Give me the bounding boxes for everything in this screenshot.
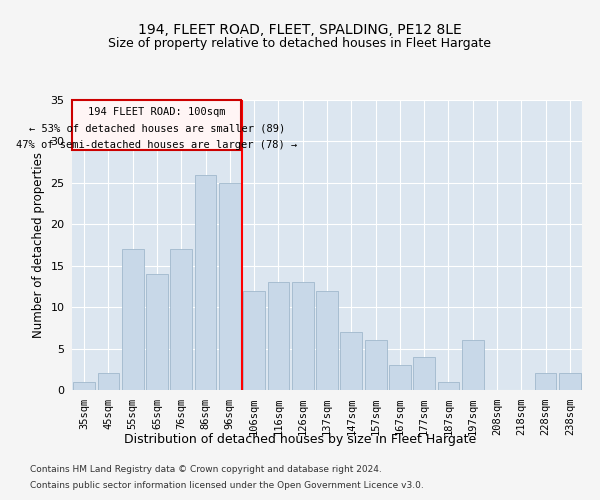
Text: Size of property relative to detached houses in Fleet Hargate: Size of property relative to detached ho…: [109, 38, 491, 51]
Bar: [413, 357, 435, 390]
Bar: [437, 382, 460, 390]
Text: Distribution of detached houses by size in Fleet Hargate: Distribution of detached houses by size …: [124, 432, 476, 446]
Bar: [365, 340, 386, 390]
Bar: [389, 365, 411, 390]
Text: 47% of semi-detached houses are larger (78) →: 47% of semi-detached houses are larger (…: [16, 140, 297, 150]
Bar: [535, 374, 556, 390]
Bar: [340, 332, 362, 390]
Bar: [243, 290, 265, 390]
Bar: [268, 282, 289, 390]
Bar: [292, 282, 314, 390]
Bar: [316, 290, 338, 390]
Text: Contains public sector information licensed under the Open Government Licence v3: Contains public sector information licen…: [30, 480, 424, 490]
Text: Contains HM Land Registry data © Crown copyright and database right 2024.: Contains HM Land Registry data © Crown c…: [30, 466, 382, 474]
Bar: [559, 374, 581, 390]
Bar: [146, 274, 168, 390]
Bar: [122, 249, 143, 390]
Text: ← 53% of detached houses are smaller (89): ← 53% of detached houses are smaller (89…: [29, 123, 285, 133]
Bar: [97, 374, 119, 390]
Bar: [219, 183, 241, 390]
Text: 194 FLEET ROAD: 100sqm: 194 FLEET ROAD: 100sqm: [88, 106, 226, 117]
Bar: [462, 340, 484, 390]
Y-axis label: Number of detached properties: Number of detached properties: [32, 152, 44, 338]
FancyBboxPatch shape: [73, 100, 241, 150]
Bar: [73, 382, 95, 390]
Bar: [194, 174, 217, 390]
Bar: [170, 249, 192, 390]
Text: 194, FLEET ROAD, FLEET, SPALDING, PE12 8LE: 194, FLEET ROAD, FLEET, SPALDING, PE12 8…: [138, 22, 462, 36]
